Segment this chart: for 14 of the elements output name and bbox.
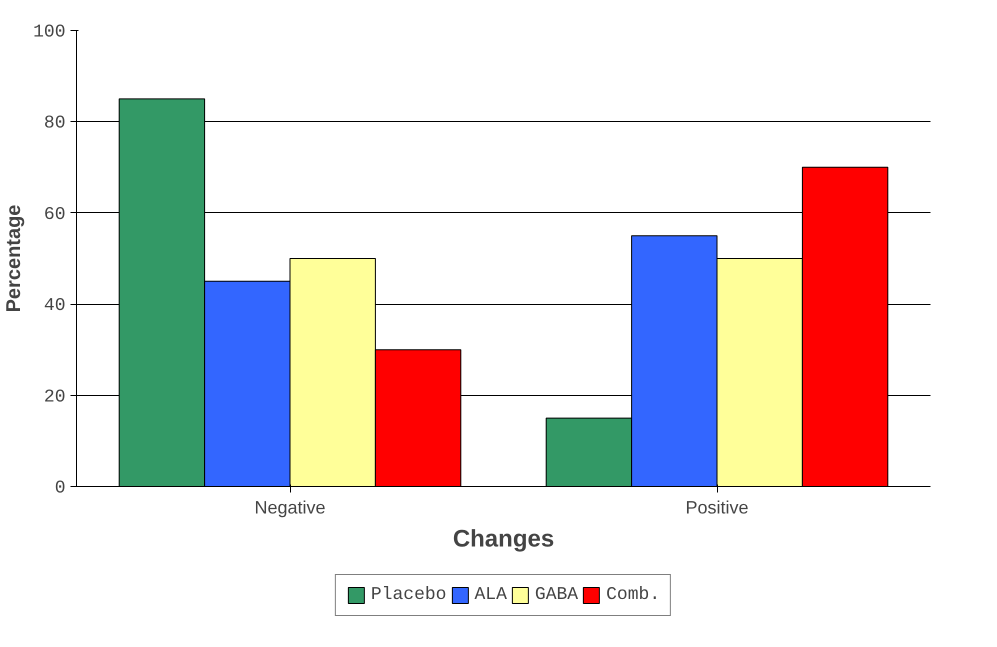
y-tick-label: 20 xyxy=(44,387,66,408)
x-tick-label: Positive xyxy=(685,498,749,518)
legend-label: Placebo xyxy=(370,585,446,605)
y-tick-label: 60 xyxy=(44,204,66,225)
y-tick-label: 0 xyxy=(54,478,66,498)
y-tick-label: 40 xyxy=(44,296,66,316)
y-axis-title: Percentage xyxy=(3,204,26,312)
y-tick-label: 80 xyxy=(44,114,66,134)
legend-label: ALA xyxy=(474,585,507,605)
x-tick-label: Negative xyxy=(254,498,326,518)
legend-label: GABA xyxy=(534,585,578,605)
legend-label: Comb. xyxy=(606,585,660,605)
y-tick-label: 100 xyxy=(33,22,66,42)
x-axis-title: Changes xyxy=(452,526,554,552)
